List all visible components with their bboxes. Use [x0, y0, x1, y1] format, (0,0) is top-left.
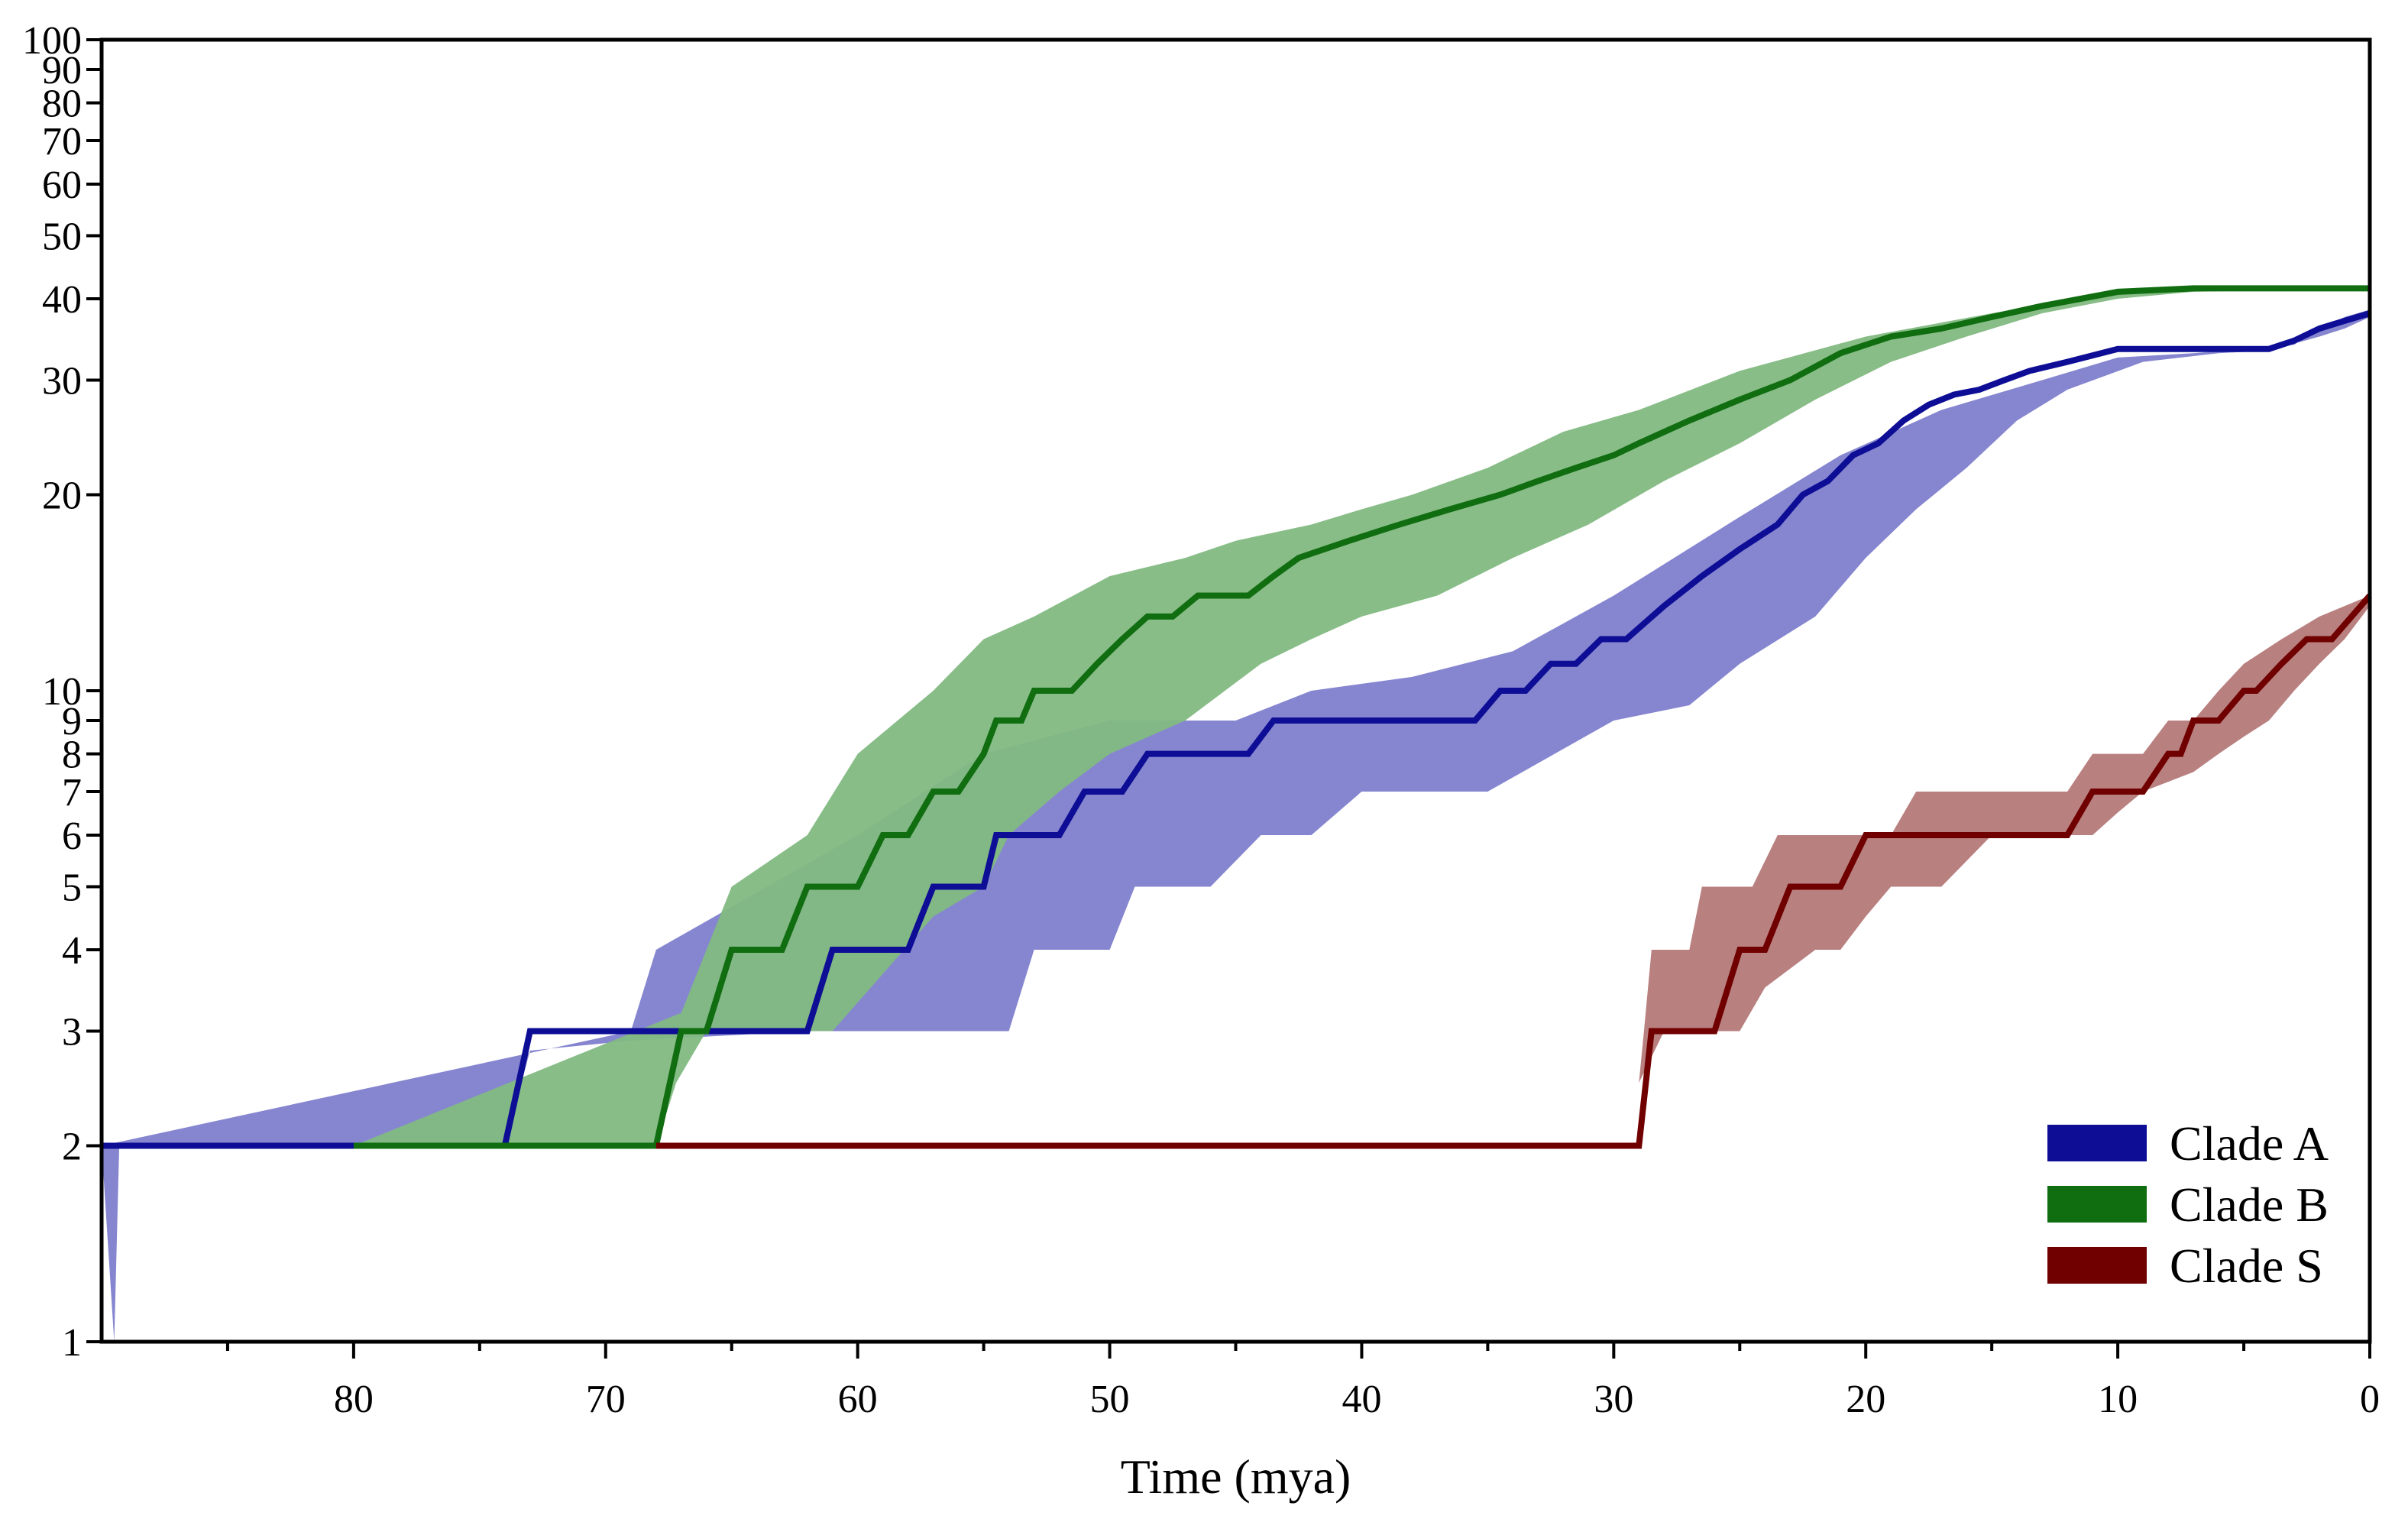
legend: Clade A Clade B Clade S [2047, 1116, 2329, 1293]
legend-swatch-1 [2047, 1186, 2147, 1223]
band-series-2 [1639, 595, 2370, 1083]
x-tick-label-7: 10 [2098, 1378, 2138, 1421]
legend-label-0: Clade A [2170, 1116, 2329, 1171]
y-tick-label-1: 2 [62, 1125, 82, 1169]
x-axis: 80 70 60 50 40 30 20 10 0 [225, 1342, 2380, 1421]
x-tick-label-5: 30 [1594, 1378, 1633, 1421]
line-series-2 [655, 593, 2373, 1149]
x-tick-label-2: 60 [838, 1378, 878, 1421]
y-tick-label-13: 50 [42, 215, 82, 258]
y-tick-label-4: 5 [62, 866, 82, 909]
band-series-0 [102, 309, 2370, 1342]
y-tick-label-6: 7 [62, 771, 82, 815]
y-tick-label-2: 3 [62, 1010, 82, 1054]
y-tick-label-15: 70 [42, 120, 82, 164]
y-tick-label-3: 4 [62, 929, 82, 973]
y-tick-label-5: 6 [62, 815, 82, 858]
y-tick-label-18: 100 [22, 19, 82, 63]
line-series-1 [353, 285, 2370, 1149]
y-tick-label-16: 80 [42, 83, 82, 126]
x-tick-label-8: 0 [2360, 1378, 2380, 1421]
legend-swatch-2 [2047, 1247, 2147, 1284]
y-tick-label-10: 20 [42, 474, 82, 518]
x-tick-label-1: 70 [586, 1378, 626, 1421]
lines-layer [102, 285, 2373, 1149]
x-axis-title: Time (mya) [1121, 1449, 1351, 1504]
legend-swatch-0 [2047, 1125, 2147, 1161]
line-series-0 [102, 310, 2371, 1149]
legend-label-1: Clade B [2170, 1177, 2329, 1232]
y-tick-label-8: 9 [62, 700, 82, 743]
bands-layer [102, 288, 2370, 1342]
y-tick-label-7: 8 [62, 734, 82, 777]
x-tick-label-4: 40 [1342, 1378, 1381, 1421]
y-tick-label-11: 30 [42, 359, 82, 403]
y-tick-label-12: 40 [42, 278, 82, 322]
x-tick-label-6: 20 [1846, 1378, 1885, 1421]
y-tick-label-14: 60 [42, 164, 82, 207]
y-tick-label-9: 10 [42, 670, 82, 714]
y-tick-label-17: 90 [42, 49, 82, 92]
legend-label-2: Clade S [2170, 1239, 2323, 1293]
x-tick-label-0: 80 [334, 1378, 374, 1421]
y-tick-label-0: 1 [62, 1321, 82, 1365]
x-tick-label-3: 50 [1090, 1378, 1130, 1421]
